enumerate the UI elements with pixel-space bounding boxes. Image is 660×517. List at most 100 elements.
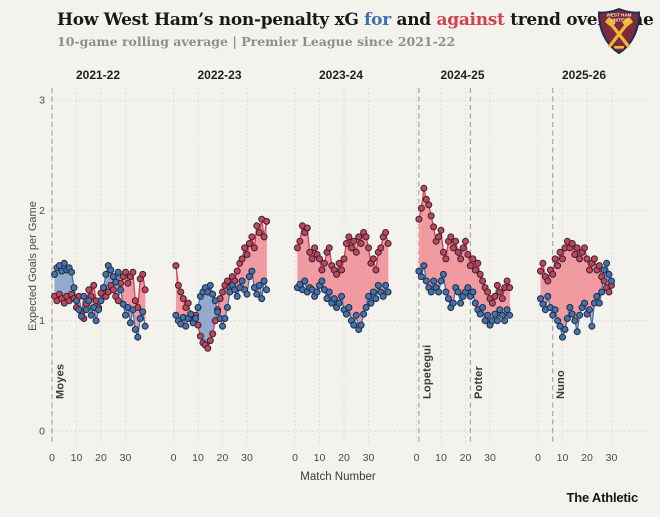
xg-for-point bbox=[77, 312, 85, 320]
manager-label: Moyes bbox=[55, 364, 67, 399]
xg-for-point bbox=[221, 315, 229, 322]
xg-for-point bbox=[211, 297, 219, 305]
xg-for-point bbox=[568, 310, 576, 318]
xg-against-point bbox=[439, 248, 447, 256]
season-panel-2024-25: 0 10 20 30 2024-25 Lopetegui Potter bbox=[414, 68, 514, 464]
xg-against-point bbox=[109, 286, 117, 294]
xg-for-point bbox=[323, 295, 331, 303]
manager-label: Potter bbox=[473, 366, 485, 400]
xg-for-point bbox=[608, 277, 615, 285]
xg-against-point bbox=[233, 267, 241, 275]
xg-against-point bbox=[174, 281, 182, 289]
xg-for-point bbox=[172, 311, 180, 319]
xg-against-point bbox=[556, 248, 564, 256]
xg-against-point bbox=[382, 229, 390, 236]
xg-against-point bbox=[114, 297, 122, 305]
chart-header: How West Ham’s non-penalty xG for and ag… bbox=[57, 10, 654, 50]
xg-against-point bbox=[452, 237, 460, 245]
xg-against-point bbox=[474, 259, 482, 267]
xg-against-point bbox=[357, 240, 365, 247]
xg-against-point bbox=[493, 281, 501, 289]
xg-against-point bbox=[590, 255, 598, 263]
chart-subtitle: 10-game rolling average | Premier League… bbox=[57, 34, 456, 50]
xg-against-point bbox=[352, 248, 360, 256]
xg-for-point bbox=[365, 292, 372, 300]
xg-against-point bbox=[484, 288, 492, 296]
title-mid: and bbox=[396, 10, 432, 30]
xg-against-point bbox=[263, 217, 271, 225]
xg-against-point bbox=[303, 224, 311, 232]
xg-for-point bbox=[318, 277, 326, 285]
xg-against-point bbox=[255, 229, 263, 236]
title-prefix: How West Ham’s non-penalty xG bbox=[57, 10, 359, 30]
xg-against-point bbox=[340, 255, 348, 263]
xg-for-point bbox=[141, 322, 149, 330]
xg-for-point bbox=[360, 310, 368, 318]
xg-against-point bbox=[362, 233, 370, 241]
xg-for-point bbox=[117, 286, 125, 294]
manager-label: Lopetegui bbox=[421, 345, 433, 399]
xg-against-point bbox=[476, 270, 484, 278]
xg-against-point bbox=[442, 255, 450, 263]
xg-against-point bbox=[537, 267, 544, 275]
xg-for-point bbox=[503, 306, 511, 314]
xg-against-point bbox=[454, 248, 462, 256]
xg-for-point bbox=[238, 277, 246, 285]
season-panel-2025-26: 0 10 20 30 2025-26 Nuno bbox=[535, 68, 617, 464]
xg-for-point bbox=[330, 295, 338, 303]
xg-for-point bbox=[559, 333, 566, 341]
xg-for-point bbox=[539, 300, 547, 308]
xg-for-point bbox=[586, 306, 593, 314]
xg-for-point bbox=[537, 295, 544, 303]
xg-for-point bbox=[97, 297, 105, 305]
xg-against-point bbox=[600, 277, 608, 285]
xg-for-point bbox=[80, 292, 88, 300]
xg-for-point bbox=[563, 315, 571, 322]
xg-against-point bbox=[177, 288, 185, 296]
xg-for-point bbox=[194, 304, 202, 311]
title-for-keyword: for bbox=[364, 10, 391, 30]
xg-against-point bbox=[544, 277, 552, 285]
the-athletic-logo: The Athletic bbox=[566, 490, 638, 505]
season-label: 2024-25 bbox=[440, 68, 484, 82]
x-tick-label: 0 bbox=[171, 452, 177, 464]
xg-against-point bbox=[122, 268, 129, 276]
xg-for-point bbox=[420, 262, 428, 270]
xg-for-point bbox=[255, 281, 263, 289]
xg-for-point bbox=[313, 288, 321, 296]
xg-for-point bbox=[114, 268, 122, 276]
xg-for-point bbox=[382, 281, 390, 289]
xg-for-point bbox=[92, 317, 100, 325]
xg-against-point bbox=[97, 289, 105, 297]
xg-against-point bbox=[551, 255, 559, 263]
xg-against-point bbox=[420, 184, 428, 192]
xg-for-point bbox=[182, 322, 190, 330]
xg-against-point bbox=[248, 233, 256, 241]
xg-against-point bbox=[573, 244, 581, 252]
season-panel-2022-23: 0 10 20 30 2022-23 bbox=[171, 68, 271, 464]
xg-diff-area bbox=[297, 225, 389, 330]
xg-for-point bbox=[422, 277, 430, 285]
xg-against-point bbox=[377, 244, 385, 252]
xg-for-point bbox=[335, 299, 343, 307]
xg-against-point bbox=[335, 259, 343, 267]
xg-against-point bbox=[462, 237, 469, 245]
xg-for-point bbox=[129, 306, 137, 314]
xg-for-point bbox=[119, 300, 127, 308]
x-tick-label: 0 bbox=[414, 452, 420, 464]
xg-for-point bbox=[345, 304, 353, 311]
xg-for-point bbox=[325, 288, 333, 296]
season-label: 2023-24 bbox=[319, 68, 363, 82]
xg-diff-area bbox=[418, 188, 510, 326]
xg-for-point bbox=[219, 322, 226, 330]
xg-against-point bbox=[306, 248, 314, 256]
xg-against-point bbox=[415, 215, 423, 223]
xg-against-point bbox=[559, 255, 566, 263]
xg-for-point bbox=[439, 270, 447, 278]
xg-against-point bbox=[581, 244, 588, 252]
xg-for-point bbox=[603, 259, 611, 267]
xg-against-point bbox=[422, 195, 430, 203]
title-against-keyword: against bbox=[436, 10, 505, 30]
xg-against-point bbox=[318, 266, 326, 274]
xg-against-point bbox=[384, 240, 392, 247]
